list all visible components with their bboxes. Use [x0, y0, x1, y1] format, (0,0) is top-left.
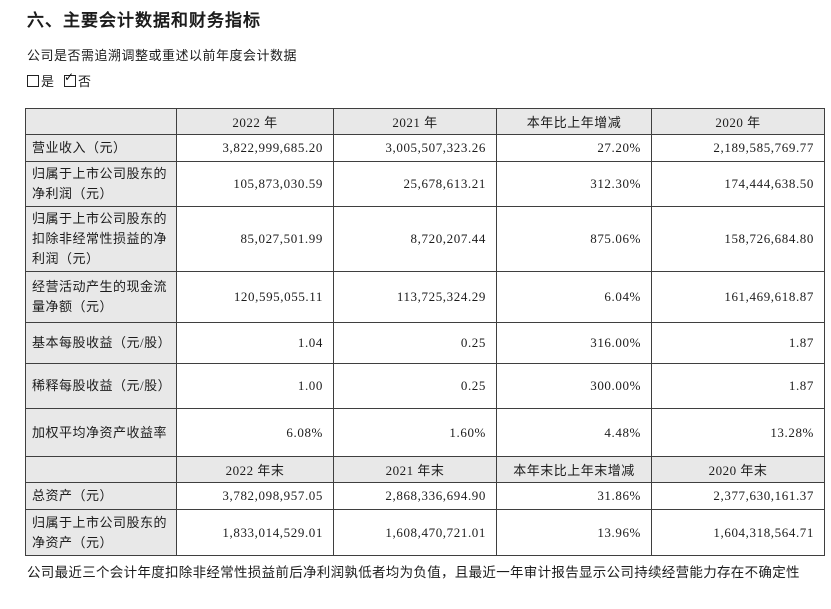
cell-value: 1.04 — [176, 322, 334, 364]
row-label: 总资产（元） — [25, 482, 177, 510]
cell-value: 0.25 — [333, 322, 497, 364]
cell-value: 1,608,470,721.01 — [333, 509, 497, 556]
row-label: 稀释每股收益（元/股） — [25, 363, 177, 409]
financial-indicators-table: 2022 年 2021 年本年比上年增减 2020 年营业收入（元） 3,822,99… — [25, 108, 825, 556]
table-row: 归属于上市公司股东的净资产（元） 1,833,014,529.01 1,608,47… — [25, 509, 825, 556]
row-label: 基本每股收益（元/股） — [25, 322, 177, 364]
cell-value: 1,604,318,564.71 — [651, 509, 825, 556]
cell-value: 13.96% — [496, 509, 652, 556]
restatement-question: 公司是否需追溯调整或重述以前年度会计数据 — [27, 48, 298, 63]
going-concern-footnote: 公司最近三个会计年度扣除非经常性损益前后净利润孰低者均为负值，且最近一年审计报告… — [27, 565, 800, 580]
cell-value: 174,444,638.50 — [651, 161, 825, 207]
cell-value: 4.48% — [496, 408, 652, 457]
cell-value: 120,595,055.11 — [176, 271, 334, 323]
checkbox-checked-icon[interactable]: ✓ — [64, 71, 77, 87]
cell-value: 1.87 — [651, 363, 825, 409]
cell-value: 312.30% — [496, 161, 652, 207]
cell-value: 161,469,618.87 — [651, 271, 825, 323]
cell-value: 31.86% — [496, 482, 652, 510]
row-label: 归属于上市公司股东的净利润（元） — [25, 161, 177, 207]
cell-value: 25,678,613.21 — [333, 161, 497, 207]
cell-value: 300.00% — [496, 363, 652, 409]
cell-value: 13.28% — [651, 408, 825, 457]
cell-value: 6.04% — [496, 271, 652, 323]
table-row: 加权平均净资产收益率 6.08% 1.60% 4.48% 13.28% — [25, 408, 825, 457]
cell-value: 875.06% — [496, 206, 652, 272]
row-label: 归属于上市公司股东的净资产（元） — [25, 509, 177, 556]
checkbox-option-yes[interactable]: 是 — [27, 71, 54, 90]
cell-value: 3,782,098,957.05 — [176, 482, 334, 510]
cell-value: 8,720,207.44 — [333, 206, 497, 272]
table-row: 营业收入（元） 3,822,999,685.20 3,005,507,323.26 2… — [25, 134, 825, 162]
table-row: 归属于上市公司股东的净利润（元） 105,873,030.59 25,678,613… — [25, 161, 825, 207]
cell-value: 0.25 — [333, 363, 497, 409]
cell-value: 3,822,999,685.20 — [176, 134, 334, 162]
row-label: 归属于上市公司股东的扣除非经常性损益的净利润（元） — [25, 206, 177, 272]
row-label: 营业收入（元） — [25, 134, 177, 162]
table-row: 总资产（元） 3,782,098,957.05 2,868,336,694.90 31… — [25, 482, 825, 510]
cell-value: 158,726,684.80 — [651, 206, 825, 272]
column-header: 本年末比上年末增减 — [496, 456, 652, 483]
cell-value: 3,005,507,323.26 — [333, 134, 497, 162]
table-header-row: 2022 年 2021 年本年比上年增减 2020 年 — [25, 108, 825, 135]
cell-value: 6.08% — [176, 408, 334, 457]
checkbox-yes-label: 是 — [41, 74, 55, 89]
table-row: 稀释每股收益（元/股） 1.00 0.25 300.00% 1.87 — [25, 363, 825, 409]
checkbox-no-label: 否 — [78, 74, 92, 89]
cell-value: 113,725,324.29 — [333, 271, 497, 323]
checkbox-row: 是 ✓ 否 — [27, 71, 91, 90]
checkbox-option-no[interactable]: ✓ 否 — [64, 71, 91, 90]
column-header: 2022 年末 — [176, 456, 334, 483]
check-mark-icon: ✓ — [64, 69, 75, 84]
cell-value: 1.60% — [333, 408, 497, 457]
table-header-row: 2022 年末 2021 年末 本年末比上年末增减 2020 年末 — [25, 456, 825, 483]
cell-value: 2,377,630,161.37 — [651, 482, 825, 510]
column-header: 2020 年 — [651, 108, 825, 135]
checkbox-unchecked-icon[interactable] — [27, 74, 39, 87]
row-label: 加权平均净资产收益率 — [25, 408, 177, 457]
table-row: 归属于上市公司股东的扣除非经常性损益的净利润（元） 85,027,501.99 8,… — [25, 206, 825, 272]
cell-value: 1.87 — [651, 322, 825, 364]
cell-value: 1.00 — [176, 363, 334, 409]
table-row: 基本每股收益（元/股） 1.04 0.25 316.00% 1.87 — [25, 322, 825, 364]
cell-value: 85,027,501.99 — [176, 206, 334, 272]
page-title: 六、主要会计数据和财务指标 — [27, 11, 261, 30]
table-row: 经营活动产生的现金流量净额（元） 120,595,055.11 113,725,32… — [25, 271, 825, 323]
column-header: 2020 年末 — [651, 456, 825, 483]
cell-value: 2,189,585,769.77 — [651, 134, 825, 162]
row-label: 经营活动产生的现金流量净额（元） — [25, 271, 177, 323]
cell-value: 316.00% — [496, 322, 652, 364]
column-header: 2021 年 — [333, 108, 497, 135]
cell-value: 27.20% — [496, 134, 652, 162]
column-header: 本年比上年增减 — [496, 108, 652, 135]
cell-value: 2,868,336,694.90 — [333, 482, 497, 510]
corner-header-cell — [25, 456, 177, 483]
column-header: 2022 年 — [176, 108, 334, 135]
cell-value: 105,873,030.59 — [176, 161, 334, 207]
column-header: 2021 年末 — [333, 456, 497, 483]
cell-value: 1,833,014,529.01 — [176, 509, 334, 556]
corner-header-cell — [25, 108, 177, 135]
